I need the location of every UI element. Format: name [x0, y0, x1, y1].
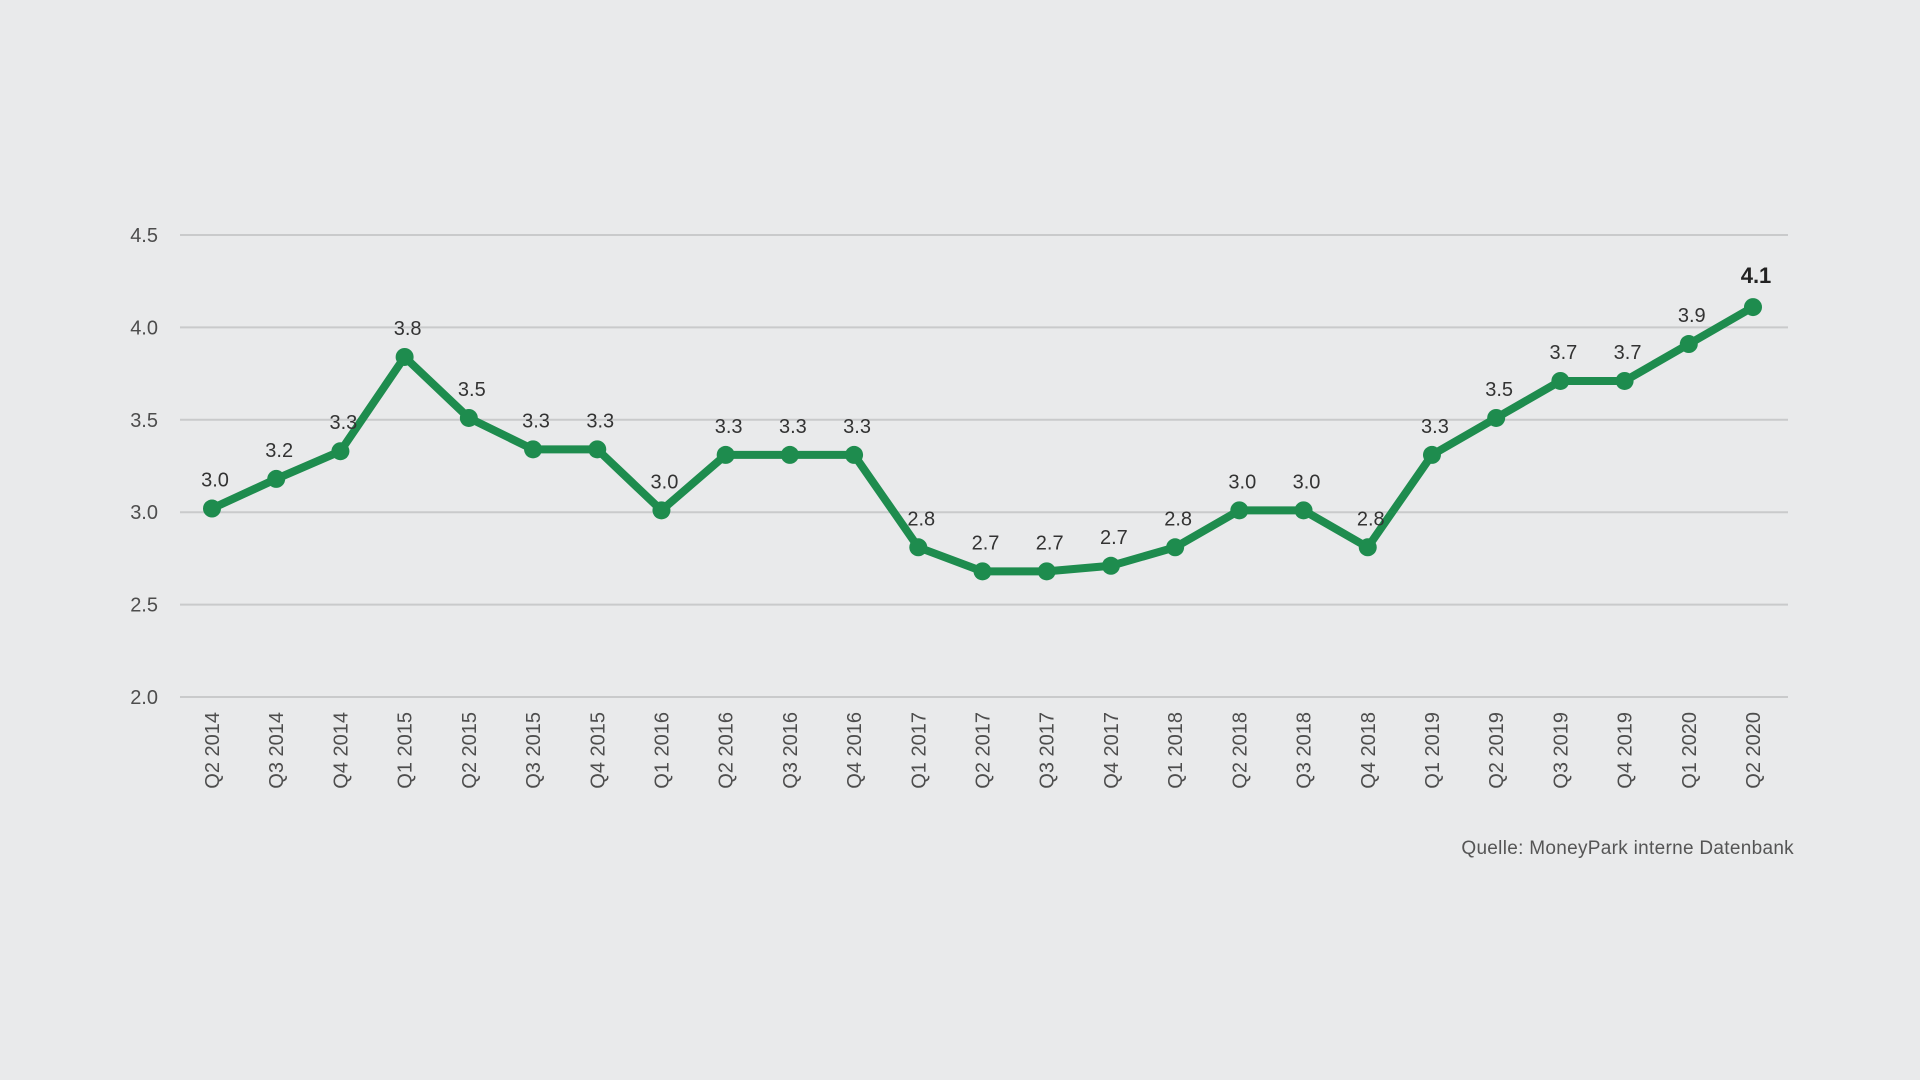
x-tick-label: Q3 2019 [1550, 712, 1572, 789]
data-label: 3.3 [715, 416, 743, 438]
data-point [780, 445, 799, 464]
data-label: 3.3 [330, 412, 358, 434]
data-point [652, 501, 671, 520]
x-tick-label: Q4 2014 [330, 712, 352, 789]
data-label: 3.0 [1228, 471, 1256, 493]
y-tick-label: 4.0 [130, 317, 158, 339]
data-point [524, 440, 543, 459]
data-point [1615, 371, 1634, 390]
x-tick-label: Q3 2016 [780, 712, 802, 789]
data-point [1358, 538, 1377, 557]
x-tick-label: Q2 2014 [202, 712, 224, 789]
data-point [845, 445, 864, 464]
data-label: 3.0 [1293, 471, 1321, 493]
data-point [1487, 408, 1506, 427]
x-tick-label: Q4 2018 [1358, 712, 1380, 789]
y-tick-label: 4.5 [130, 225, 158, 247]
data-point [909, 538, 928, 557]
x-tick-label: Q4 2019 [1615, 712, 1637, 789]
data-label: 3.9 [1678, 305, 1706, 327]
x-tick-label: Q3 2017 [1037, 712, 1059, 789]
y-tick-label: 2.0 [130, 687, 158, 709]
x-tick-label: Q4 2016 [844, 712, 866, 789]
x-tick-label: Q2 2020 [1743, 712, 1765, 789]
x-tick-label: Q1 2017 [908, 712, 930, 789]
data-point [459, 408, 478, 427]
y-tick-label: 3.5 [130, 410, 158, 432]
data-label: 2.8 [1357, 508, 1385, 530]
data-label: 3.0 [651, 471, 679, 493]
data-label: 3.7 [1614, 342, 1642, 364]
y-tick-label: 3.0 [130, 502, 158, 524]
data-label: 2.8 [907, 508, 935, 530]
data-point [1037, 562, 1056, 581]
data-point [203, 499, 221, 518]
data-label: 4.1 [1741, 263, 1772, 288]
x-tick-label: Q2 2016 [716, 712, 738, 789]
data-label: 3.3 [522, 410, 550, 432]
x-tick-label: Q1 2015 [395, 712, 417, 789]
data-label: 3.0 [201, 470, 229, 492]
data-point [331, 442, 350, 461]
data-point [1679, 335, 1698, 354]
x-tick-label: Q2 2019 [1486, 712, 1508, 789]
data-point [267, 469, 286, 488]
data-point [973, 562, 992, 581]
data-point [1230, 501, 1249, 520]
x-tick-label: Q1 2016 [651, 712, 673, 789]
data-point [1551, 371, 1570, 390]
x-tick-label: Q3 2015 [523, 712, 545, 789]
x-tick-label: Q1 2018 [1165, 712, 1187, 789]
x-tick-label: Q1 2020 [1679, 712, 1701, 789]
data-point [1166, 538, 1185, 557]
data-point [1422, 445, 1441, 464]
source-note: Quelle: MoneyPark interne Datenbank [1461, 838, 1794, 859]
data-point [1101, 556, 1120, 575]
data-label: 2.7 [1100, 527, 1128, 549]
data-label: 3.5 [1485, 379, 1513, 401]
x-tick-label: Q2 2018 [1229, 712, 1251, 789]
data-point [395, 347, 414, 366]
data-label: 3.8 [394, 318, 422, 340]
data-label: 2.7 [972, 532, 1000, 554]
data-label: 3.3 [779, 416, 807, 438]
data-label: 3.2 [265, 440, 293, 462]
data-label: 3.7 [1549, 342, 1577, 364]
x-tick-label: Q1 2019 [1422, 712, 1444, 789]
y-tick-label: 2.5 [130, 595, 158, 617]
x-tick-label: Q3 2018 [1294, 712, 1316, 789]
data-point [1294, 501, 1313, 520]
data-point [588, 440, 607, 459]
data-label: 3.3 [843, 416, 871, 438]
data-label: 3.5 [458, 379, 486, 401]
x-tick-label: Q4 2015 [587, 712, 609, 789]
x-tick-label: Q2 2015 [459, 712, 481, 789]
data-label: 3.3 [1421, 416, 1449, 438]
data-label: 3.3 [586, 410, 614, 432]
x-tick-label: Q3 2014 [266, 712, 288, 789]
data-point [716, 445, 735, 464]
x-tick-label: Q2 2017 [973, 712, 995, 789]
data-point [1744, 298, 1762, 317]
x-tick-label: Q4 2017 [1101, 712, 1123, 789]
data-label: 2.7 [1036, 532, 1064, 554]
data-label: 2.8 [1164, 508, 1192, 530]
